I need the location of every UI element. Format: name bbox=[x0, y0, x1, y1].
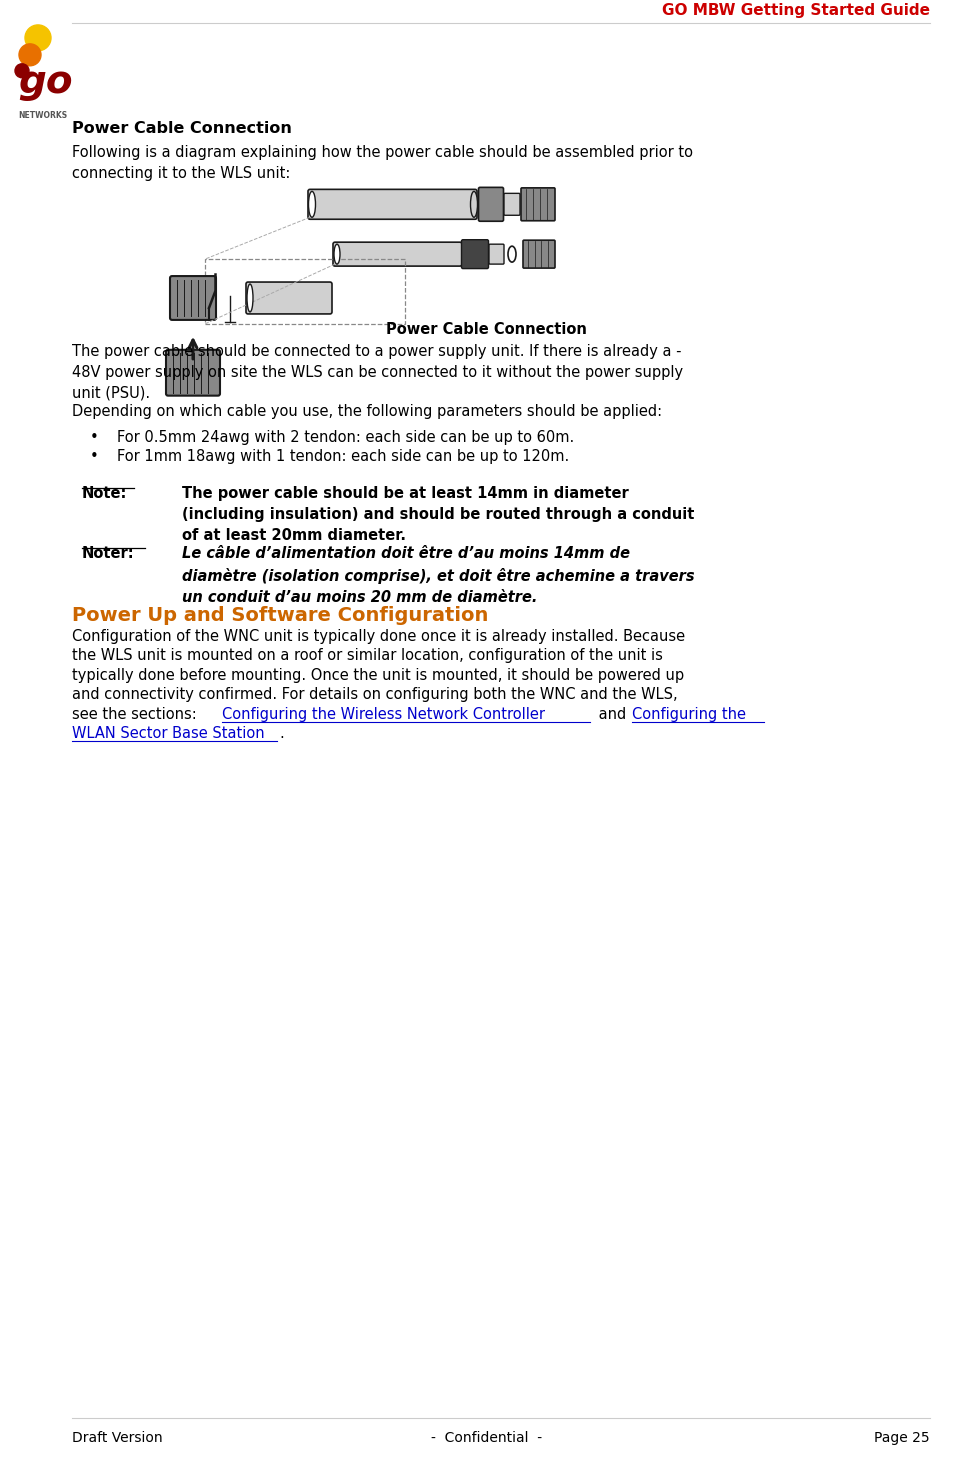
FancyBboxPatch shape bbox=[308, 189, 477, 219]
Text: NETWORKS: NETWORKS bbox=[18, 110, 67, 119]
Ellipse shape bbox=[308, 191, 315, 217]
FancyBboxPatch shape bbox=[461, 239, 488, 269]
Text: .: . bbox=[279, 727, 284, 741]
Bar bbox=[205, 260, 405, 324]
Text: Page 25: Page 25 bbox=[875, 1431, 930, 1445]
Text: Le câble d’alimentation doit être d’au moins 14mm de
diamètre (isolation compris: Le câble d’alimentation doit être d’au m… bbox=[182, 546, 695, 605]
Text: Power Cable Connection: Power Cable Connection bbox=[386, 321, 587, 338]
Text: and connectivity confirmed. For details on configuring both the WNC and the WLS,: and connectivity confirmed. For details … bbox=[72, 687, 677, 702]
Ellipse shape bbox=[508, 247, 516, 263]
Ellipse shape bbox=[334, 244, 340, 264]
FancyBboxPatch shape bbox=[246, 282, 332, 314]
Ellipse shape bbox=[471, 191, 478, 217]
FancyBboxPatch shape bbox=[479, 188, 503, 222]
Text: Power Cable Connection: Power Cable Connection bbox=[72, 120, 292, 135]
FancyBboxPatch shape bbox=[489, 244, 504, 264]
Text: Noter:: Noter: bbox=[82, 546, 134, 561]
FancyBboxPatch shape bbox=[166, 349, 220, 396]
FancyBboxPatch shape bbox=[504, 194, 520, 216]
Text: Draft Version: Draft Version bbox=[72, 1431, 162, 1445]
Text: The power cable should be connected to a power supply unit. If there is already : The power cable should be connected to a… bbox=[72, 344, 683, 401]
Circle shape bbox=[15, 63, 29, 78]
Text: Note:: Note: bbox=[82, 486, 127, 502]
Text: Configuring the Wireless Network Controller: Configuring the Wireless Network Control… bbox=[222, 706, 545, 722]
Text: Power Up and Software Configuration: Power Up and Software Configuration bbox=[72, 606, 488, 625]
Text: typically done before mounting. Once the unit is mounted, it should be powered u: typically done before mounting. Once the… bbox=[72, 668, 684, 683]
Circle shape bbox=[25, 25, 51, 51]
FancyBboxPatch shape bbox=[333, 242, 462, 266]
Text: WLAN Sector Base Station: WLAN Sector Base Station bbox=[72, 727, 265, 741]
Text: and: and bbox=[594, 706, 631, 722]
Text: Following is a diagram explaining how the power cable should be assembled prior : Following is a diagram explaining how th… bbox=[72, 144, 693, 181]
FancyBboxPatch shape bbox=[170, 276, 216, 320]
Text: the WLS unit is mounted on a roof or similar location, configuration of the unit: the WLS unit is mounted on a roof or sim… bbox=[72, 649, 663, 664]
Text: -  Confidential  -: - Confidential - bbox=[431, 1431, 542, 1445]
Text: go: go bbox=[18, 63, 73, 101]
FancyBboxPatch shape bbox=[523, 241, 555, 269]
Text: •: • bbox=[90, 430, 98, 445]
Text: GO MBW Getting Started Guide: GO MBW Getting Started Guide bbox=[662, 3, 930, 18]
FancyBboxPatch shape bbox=[521, 188, 555, 220]
Text: •: • bbox=[90, 449, 98, 464]
Text: Configuration of the WNC unit is typically done once it is already installed. Be: Configuration of the WNC unit is typical… bbox=[72, 628, 685, 644]
Text: The power cable should be at least 14mm in diameter
(including insulation) and s: The power cable should be at least 14mm … bbox=[182, 486, 695, 543]
Text: Depending on which cable you use, the following parameters should be applied:: Depending on which cable you use, the fo… bbox=[72, 404, 662, 418]
Circle shape bbox=[19, 44, 41, 66]
Ellipse shape bbox=[247, 283, 253, 311]
Text: see the sections:: see the sections: bbox=[72, 706, 201, 722]
Text: Configuring the: Configuring the bbox=[632, 706, 746, 722]
Text: For 0.5mm 24awg with 2 tendon: each side can be up to 60m.: For 0.5mm 24awg with 2 tendon: each side… bbox=[117, 430, 574, 445]
Text: For 1mm 18awg with 1 tendon: each side can be up to 120m.: For 1mm 18awg with 1 tendon: each side c… bbox=[117, 449, 569, 464]
